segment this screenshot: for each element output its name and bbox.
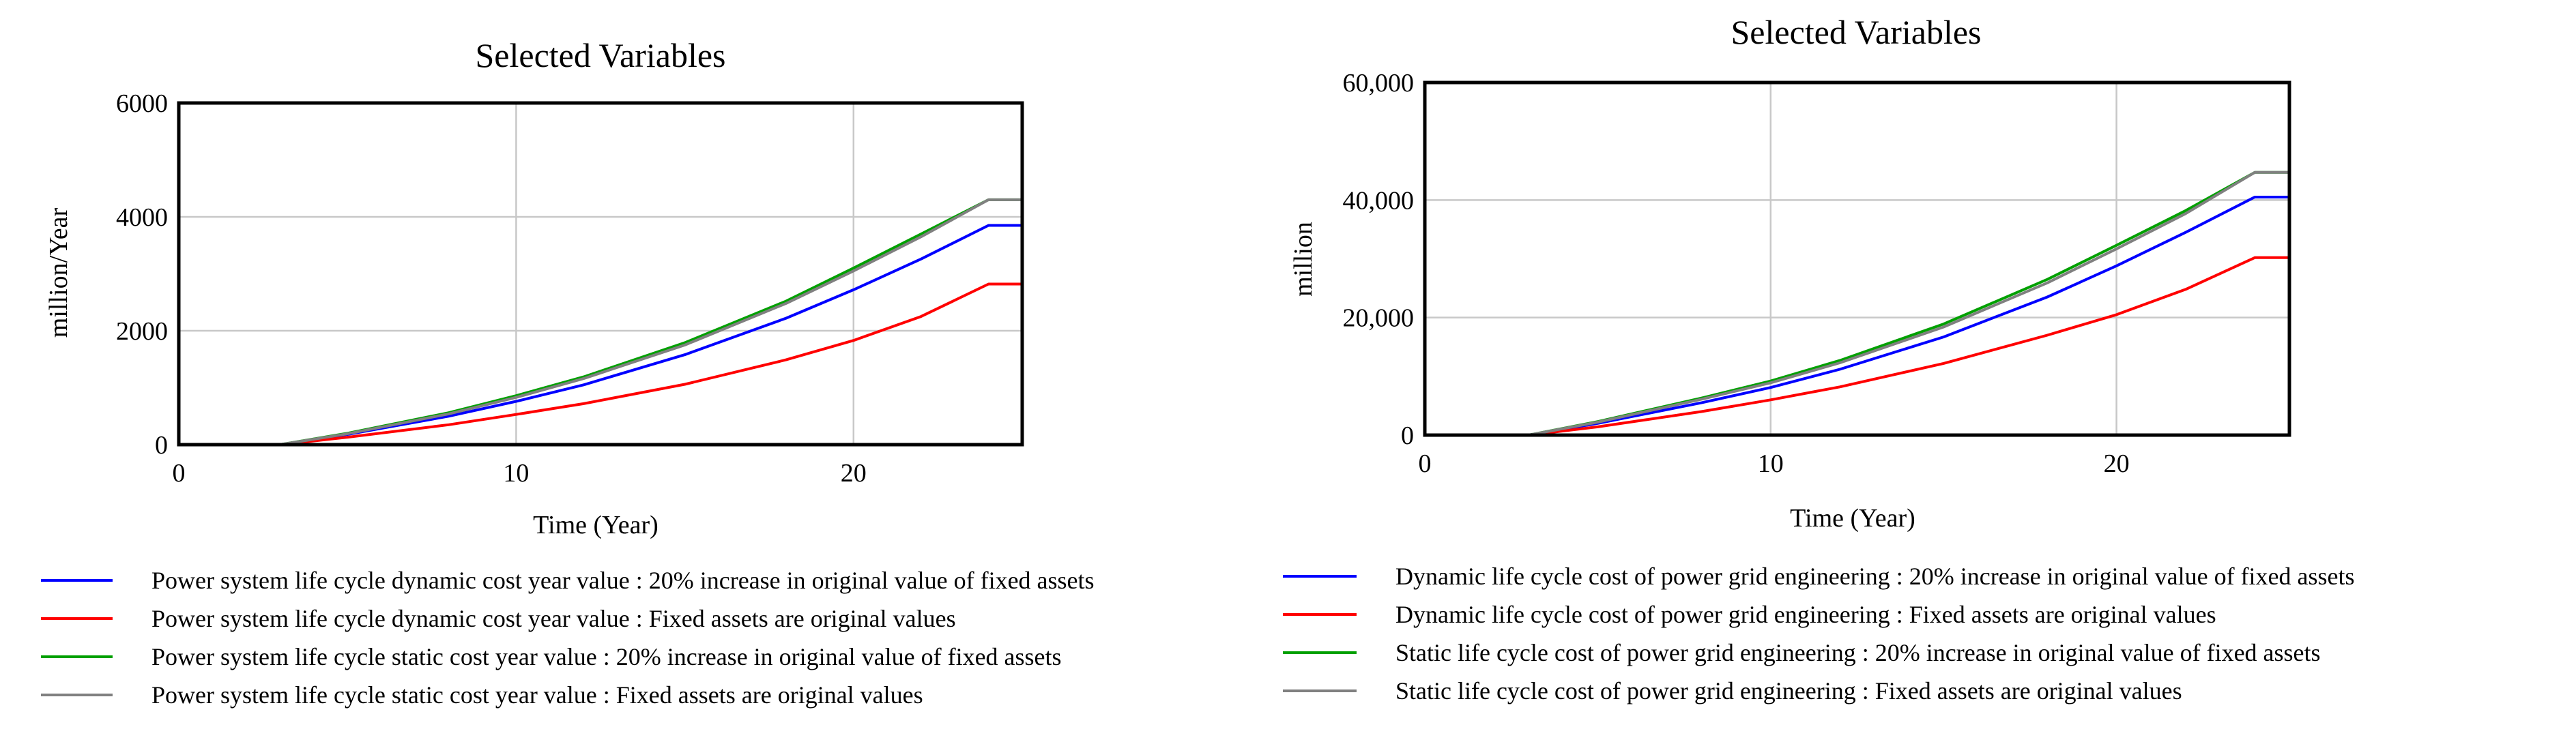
y-tick-label: 40,000 <box>1343 186 1415 215</box>
chart-left: Selected Variables 0 2000 4000 6000 0 10 20 T… <box>41 36 1095 709</box>
x-tick-labels: 0 10 20 <box>1419 449 2130 478</box>
series-line-2 <box>177 282 1024 446</box>
legend-label-4: Static life cycle cost of power grid eng… <box>1395 677 2182 704</box>
y-tick-label: 2000 <box>116 317 168 346</box>
legend-label-3: Static life cycle cost of power grid eng… <box>1395 639 2321 666</box>
legend-label-2: Dynamic life cycle cost of power grid en… <box>1395 601 2216 628</box>
plot-frame <box>177 101 1024 447</box>
x-tick-label: 10 <box>503 459 529 488</box>
x-axis-label: Time (Year) <box>1790 504 1915 533</box>
grid-lines <box>179 103 1022 445</box>
x-tick-label: 0 <box>173 459 186 488</box>
x-axis-label: Time (Year) <box>533 511 659 539</box>
chart-panel-left: Selected Variables 0 2000 4000 6000 0 10 20 T… <box>0 0 1269 739</box>
y-axis-label: million/Year <box>44 207 73 338</box>
chart-title: Selected Variables <box>1731 13 1982 51</box>
legend-label-3: Power system life cycle static cost year… <box>151 643 1062 670</box>
x-tick-label: 20 <box>2104 449 2130 478</box>
x-tick-label: 0 <box>1419 449 1432 478</box>
y-tick-label: 0 <box>155 431 168 460</box>
y-tick-label: 6000 <box>116 89 168 118</box>
legend-label-1: Power system life cycle dynamic cost yea… <box>151 567 1095 594</box>
y-axis-label: million <box>1289 222 1318 297</box>
series-lines <box>1423 170 2291 436</box>
legend: Dynamic life cycle cost of power grid en… <box>1283 563 2355 704</box>
series-lines <box>177 198 1024 446</box>
series-line-1 <box>1423 196 2291 436</box>
chart-right: Selected Variables 0 20,000 40,000 60,000 0… <box>1283 13 2355 704</box>
x-tick-labels: 0 10 20 <box>173 459 867 488</box>
y-tick-label: 0 <box>1401 421 1414 450</box>
y-tick-label: 4000 <box>116 203 168 232</box>
legend-label-4: Power system life cycle static cost year… <box>151 681 923 709</box>
series-line-2 <box>1423 256 2291 436</box>
chart-panel-right: Selected Variables 0 20,000 40,000 60,000 0… <box>1269 0 2576 739</box>
x-tick-label: 20 <box>841 459 867 488</box>
series-line-1 <box>177 224 1024 446</box>
series-line-3 <box>1423 170 2291 436</box>
legend: Power system life cycle dynamic cost yea… <box>41 567 1095 709</box>
y-tick-label: 20,000 <box>1343 304 1415 333</box>
plot-frame <box>1423 80 2291 437</box>
y-tick-labels: 0 20,000 40,000 60,000 <box>1343 69 1415 450</box>
series-line-4 <box>177 198 1024 446</box>
grid-lines <box>1425 83 2289 435</box>
legend-label-2: Power system life cycle dynamic cost yea… <box>151 605 956 632</box>
series-line-3 <box>177 198 1024 446</box>
legend-label-1: Dynamic life cycle cost of power grid en… <box>1395 563 2355 590</box>
y-tick-label: 60,000 <box>1343 69 1415 98</box>
y-tick-labels: 0 2000 4000 6000 <box>116 89 168 460</box>
series-line-4 <box>1423 170 2291 436</box>
x-tick-label: 10 <box>1758 449 1784 478</box>
chart-title: Selected Variables <box>476 36 726 74</box>
